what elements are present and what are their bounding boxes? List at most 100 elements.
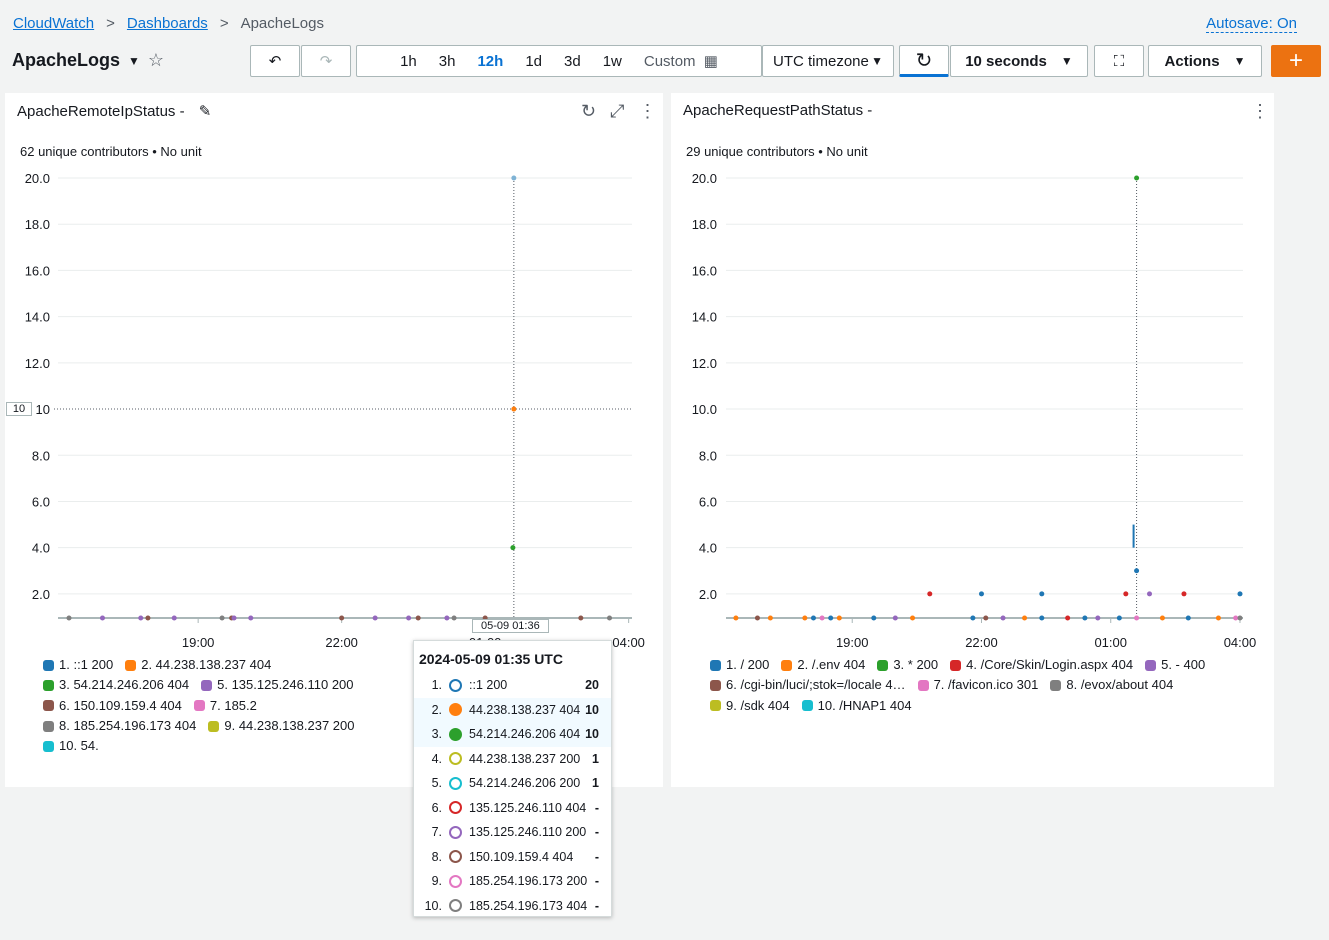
legend-swatch xyxy=(125,659,137,671)
edit-icon[interactable]: ✎ xyxy=(198,103,212,120)
x-crosshair-label: 05-09 01:36 xyxy=(472,619,549,633)
time-range-1d[interactable]: 1d xyxy=(525,52,542,70)
series-value: 10 xyxy=(585,727,599,742)
breadcrumb-cloudwatch[interactable]: CloudWatch xyxy=(13,15,95,32)
legend-item[interactable]: 3. 54.214.246.206 404 xyxy=(43,676,189,695)
add-widget-button[interactable]: + xyxy=(1271,45,1321,77)
time-range-selector[interactable]: 1h 3h 12h 1d 3d 1w Custom ▦ xyxy=(356,45,762,77)
legend-item[interactable]: 2. 44.238.138.237 404 xyxy=(125,656,271,675)
legend-item[interactable]: 1. / 200 xyxy=(710,656,769,675)
star-icon[interactable]: ☆ xyxy=(147,50,165,70)
breadcrumb-dashboards[interactable]: Dashboards xyxy=(126,15,208,32)
legend-swatch xyxy=(43,700,54,712)
legend-label: 1. ::1 200 xyxy=(59,657,114,672)
legend-item[interactable]: 10. 54. xyxy=(43,737,99,756)
row-index: 10. xyxy=(424,898,442,913)
time-range-custom[interactable]: Custom ▦ xyxy=(633,52,729,70)
legend-label: 2. /.env 404 xyxy=(797,657,866,672)
legend-swatch xyxy=(43,680,54,691)
legend-item[interactable]: 8. 185.254.196.173 404 xyxy=(43,717,196,736)
autosave-toggle[interactable]: Autosave: On xyxy=(1206,15,1297,33)
breadcrumb-current: ApacheLogs xyxy=(240,15,324,32)
time-range-12h[interactable]: 12h xyxy=(477,52,504,70)
legend-item[interactable]: 6. /cgi-bin/luci/;stok=/locale 4… xyxy=(710,676,906,695)
redo-button[interactable]: ↷ xyxy=(301,45,351,77)
series-value: - xyxy=(594,825,599,840)
legend-item[interactable]: 8. /evox/about 404 xyxy=(1050,676,1173,695)
legend-item[interactable]: 3. * 200 xyxy=(877,656,938,675)
timezone-select[interactable]: UTC timezone ▼ xyxy=(762,45,894,77)
time-range-1w[interactable]: 1w xyxy=(602,52,622,70)
legend-item[interactable]: 9. 44.238.138.237 200 xyxy=(208,717,354,736)
caret-down-icon[interactable]: ▼ xyxy=(128,53,140,68)
expand-icon[interactable]: ⤢ xyxy=(610,101,625,121)
time-range-3d[interactable]: 3d xyxy=(564,52,581,70)
legend-swatch xyxy=(917,680,929,691)
widget-actions: ↻ ⤢ ⋮ xyxy=(581,101,657,122)
more-options-icon[interactable]: ⋮ xyxy=(1251,101,1269,121)
legend-item[interactable]: 5. - 400 xyxy=(1145,656,1205,675)
legend-label: 10. 54. xyxy=(59,738,99,753)
legend-label: 8. /evox/about 404 xyxy=(1066,677,1174,693)
legend-label: 7. 185.2 xyxy=(209,697,257,713)
legend-item[interactable]: 4. /Core/Skin/Login.aspx 404 xyxy=(950,656,1133,675)
chevron-right-icon: > xyxy=(219,15,229,32)
series-value: 10 xyxy=(585,702,599,717)
legend-swatch xyxy=(193,700,205,712)
chart-legend: 1. ::1 200 2. 44.238.138.237 404 3. 54.214… xyxy=(43,656,403,757)
chevron-right-icon: > xyxy=(106,15,115,32)
refresh-interval-select[interactable]: 10 seconds ▼ xyxy=(950,45,1088,77)
legend-label: 3. * 200 xyxy=(893,657,939,672)
row-index: 1. xyxy=(431,678,442,693)
time-range-1h[interactable]: 1h xyxy=(400,52,417,70)
undo-button[interactable]: ↶ xyxy=(250,45,300,77)
legend-item[interactable]: 2. /.env 404 xyxy=(781,656,865,675)
tooltip-row: 10. 185.254.196.173 404- xyxy=(414,894,611,919)
legend-swatch xyxy=(1145,659,1157,671)
legend-label: 4. /Core/Skin/Login.aspx 404 xyxy=(966,657,1134,672)
legend-label: 10. /HNAP1 404 xyxy=(817,697,912,713)
widget-subtitle: 29 unique contributors • No unit xyxy=(686,144,868,159)
series-marker xyxy=(449,801,462,815)
plus-icon: + xyxy=(1288,47,1303,74)
series-marker xyxy=(449,874,462,888)
row-index: 9. xyxy=(431,874,442,889)
series-value: - xyxy=(594,800,599,815)
series-label: 135.125.246.110 404 xyxy=(469,800,587,815)
dashboard-title-text: ApacheLogs xyxy=(12,50,121,70)
chart-legend: 1. / 200 2. /.env 404 3. * 200 4. /Core/Ski… xyxy=(710,656,1250,717)
dashboard-title[interactable]: ApacheLogs ▼ ☆ xyxy=(12,50,164,71)
legend-swatch xyxy=(710,700,721,712)
legend-item[interactable]: 7. 185.2 xyxy=(193,697,257,716)
legend-item[interactable]: 5. 135.125.246.110 200 xyxy=(201,676,354,695)
legend-label: 8. 185.254.196.173 404 xyxy=(59,717,197,733)
fullscreen-button[interactable]: ⛶ xyxy=(1094,45,1144,77)
refresh-icon: ↻ xyxy=(915,49,933,72)
tooltip-row: 2. 44.238.138.237 404 10 xyxy=(414,697,611,722)
tooltip-row: 3. 54.214.246.206 404 10 xyxy=(414,722,611,747)
caret-down-icon: ▼ xyxy=(1060,54,1073,68)
legend-swatch xyxy=(801,700,813,712)
refresh-button[interactable]: ↻ xyxy=(899,45,949,77)
series-marker xyxy=(449,703,462,717)
actions-button[interactable]: Actions ▼ xyxy=(1148,45,1262,77)
legend-label: 9. /sdk 404 xyxy=(726,697,790,713)
time-range-3h[interactable]: 3h xyxy=(438,52,456,70)
series-marker xyxy=(449,678,462,692)
legend-item[interactable]: 1. ::1 200 xyxy=(43,656,113,675)
custom-label: Custom xyxy=(643,53,696,70)
row-index: 7. xyxy=(431,825,442,840)
tooltip-title: 2024-05-09 01:35 UTC xyxy=(419,651,563,667)
series-marker xyxy=(449,850,462,864)
series-value: 20 xyxy=(585,678,599,693)
legend-item[interactable]: 6. 150.109.159.4 404 xyxy=(43,697,182,716)
series-value: - xyxy=(594,898,599,913)
refresh-icon[interactable]: ↻ xyxy=(581,101,597,121)
legend-item[interactable]: 9. /sdk 404 xyxy=(710,697,790,716)
legend-item[interactable]: 7. /favicon.ico 301 xyxy=(917,676,1038,695)
fullscreen-icon: ⛶ xyxy=(1113,52,1125,70)
legend-item[interactable]: 10. /HNAP1 404 xyxy=(801,697,912,716)
more-options-icon[interactable]: ⋮ xyxy=(638,101,657,121)
breadcrumb: CloudWatch > Dashboards > ApacheLogs xyxy=(13,15,324,32)
legend-swatch xyxy=(710,659,721,671)
